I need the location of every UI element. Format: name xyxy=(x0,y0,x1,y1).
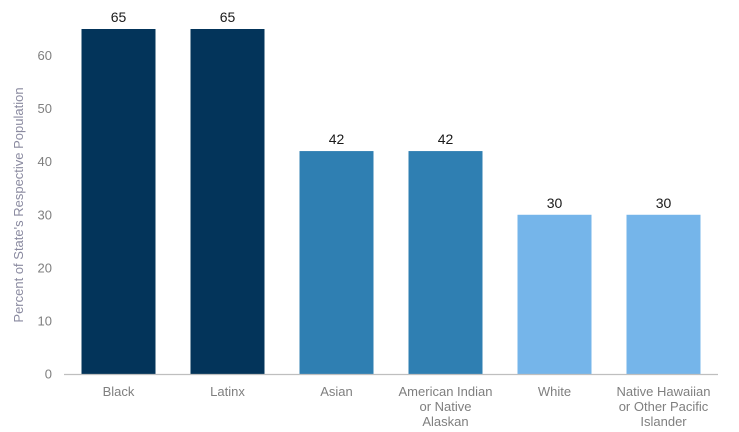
bars xyxy=(81,29,701,374)
bar xyxy=(517,214,592,374)
bar xyxy=(626,214,701,374)
data-labels: 65 65 42 42 30 30 xyxy=(111,9,672,211)
y-tick-label: 30 xyxy=(38,207,52,222)
y-axis-title: Percent of State's Respective Population xyxy=(11,87,26,322)
x-category-label: Asian xyxy=(320,384,353,399)
bar-value-label: 42 xyxy=(438,131,454,147)
x-category-label: White xyxy=(538,384,571,399)
bar xyxy=(408,151,483,374)
bar-value-label: 65 xyxy=(220,9,236,25)
bar-value-label: 65 xyxy=(111,9,127,25)
x-category-label: American Indian or Native Alaskan xyxy=(399,384,493,429)
bar-value-label: 30 xyxy=(547,195,563,211)
y-tick-label: 40 xyxy=(38,154,52,169)
x-axis-categories: Black Latinx Asian American Indian or Native… xyxy=(103,384,711,429)
bar-value-label: 30 xyxy=(656,195,672,211)
x-category-label: Native Hawaiian or Other Pacific Islander xyxy=(617,384,711,429)
bar-value-label: 42 xyxy=(329,131,345,147)
y-tick-label: 60 xyxy=(38,48,52,63)
y-tick-label: 50 xyxy=(38,101,52,116)
bar xyxy=(81,29,156,374)
y-tick-label: 0 xyxy=(45,367,52,382)
x-category-label: Latinx xyxy=(210,384,245,399)
y-axis-ticks: 0 10 20 30 40 50 60 xyxy=(38,48,52,381)
y-tick-label: 20 xyxy=(38,260,52,275)
bar xyxy=(299,151,374,374)
x-category-label: Black xyxy=(103,384,135,399)
bar xyxy=(190,29,265,374)
y-tick-label: 10 xyxy=(38,313,52,328)
